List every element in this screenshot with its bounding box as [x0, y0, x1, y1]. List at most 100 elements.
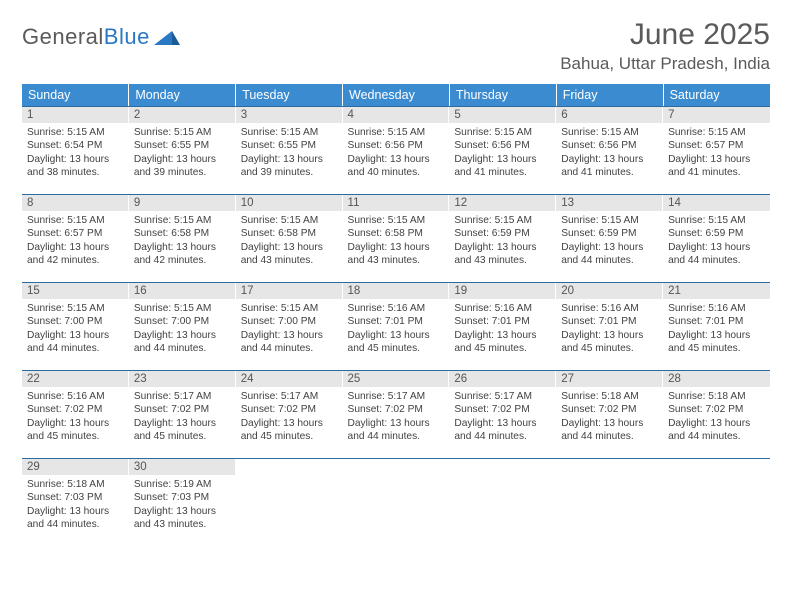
calendar-cell: 7Sunrise: 5:15 AMSunset: 6:57 PMDaylight… [663, 106, 770, 194]
logo-word-a: General [22, 24, 104, 49]
daylight-line: Daylight: 13 hours and 43 minutes. [454, 241, 551, 268]
day-number: 11 [343, 195, 450, 211]
day-number: 19 [449, 283, 556, 299]
day-body: Sunrise: 5:15 AMSunset: 7:00 PMDaylight:… [22, 299, 129, 370]
day-number: 13 [556, 195, 663, 211]
sunrise-line: Sunrise: 5:15 AM [454, 214, 551, 227]
header: GeneralBlue June 2025 Bahua, Uttar Prade… [22, 18, 770, 74]
sunset-line: Sunset: 6:54 PM [27, 139, 124, 152]
sunset-line: Sunset: 7:01 PM [348, 315, 445, 328]
day-body: Sunrise: 5:15 AMSunset: 6:59 PMDaylight:… [449, 211, 556, 282]
sunrise-line: Sunrise: 5:17 AM [348, 390, 445, 403]
calendar-cell: 6Sunrise: 5:15 AMSunset: 6:56 PMDaylight… [556, 106, 663, 194]
day-number: 15 [22, 283, 129, 299]
calendar-cell: 26Sunrise: 5:17 AMSunset: 7:02 PMDayligh… [449, 370, 556, 458]
day-number: 9 [129, 195, 236, 211]
sunrise-line: Sunrise: 5:15 AM [668, 126, 765, 139]
daylight-line: Daylight: 13 hours and 45 minutes. [668, 329, 765, 356]
day-number: 26 [449, 371, 556, 387]
day-cell: 18Sunrise: 5:16 AMSunset: 7:01 PMDayligh… [343, 282, 450, 370]
day-cell: 22Sunrise: 5:16 AMSunset: 7:02 PMDayligh… [22, 370, 129, 458]
day-body: Sunrise: 5:16 AMSunset: 7:01 PMDaylight:… [449, 299, 556, 370]
day-cell: 3Sunrise: 5:15 AMSunset: 6:55 PMDaylight… [236, 106, 343, 194]
daylight-line: Daylight: 13 hours and 45 minutes. [241, 417, 338, 444]
sunset-line: Sunset: 7:02 PM [668, 403, 765, 416]
day-number: 30 [129, 459, 236, 475]
day-cell: 28Sunrise: 5:18 AMSunset: 7:02 PMDayligh… [663, 370, 770, 458]
day-number: 20 [556, 283, 663, 299]
calendar-row: 29Sunrise: 5:18 AMSunset: 7:03 PMDayligh… [22, 458, 770, 546]
daylight-line: Daylight: 13 hours and 42 minutes. [27, 241, 124, 268]
sunset-line: Sunset: 6:58 PM [348, 227, 445, 240]
sunrise-line: Sunrise: 5:16 AM [454, 302, 551, 315]
day-cell: 10Sunrise: 5:15 AMSunset: 6:58 PMDayligh… [236, 194, 343, 282]
daylight-line: Daylight: 13 hours and 45 minutes. [561, 329, 658, 356]
sunrise-line: Sunrise: 5:15 AM [668, 214, 765, 227]
calendar-table: Sunday Monday Tuesday Wednesday Thursday… [22, 84, 770, 546]
sunset-line: Sunset: 6:56 PM [561, 139, 658, 152]
day-number: 2 [129, 107, 236, 123]
day-cell: 20Sunrise: 5:16 AMSunset: 7:01 PMDayligh… [556, 282, 663, 370]
day-cell: 26Sunrise: 5:17 AMSunset: 7:02 PMDayligh… [449, 370, 556, 458]
sunset-line: Sunset: 6:57 PM [27, 227, 124, 240]
calendar-cell-empty [556, 458, 663, 546]
day-cell: 25Sunrise: 5:17 AMSunset: 7:02 PMDayligh… [343, 370, 450, 458]
sunset-line: Sunset: 7:02 PM [134, 403, 231, 416]
sunrise-line: Sunrise: 5:15 AM [27, 302, 124, 315]
sunset-line: Sunset: 7:01 PM [561, 315, 658, 328]
sunrise-line: Sunrise: 5:18 AM [27, 478, 124, 491]
calendar-cell: 28Sunrise: 5:18 AMSunset: 7:02 PMDayligh… [663, 370, 770, 458]
daylight-line: Daylight: 13 hours and 43 minutes. [134, 505, 231, 532]
day-cell: 11Sunrise: 5:15 AMSunset: 6:58 PMDayligh… [343, 194, 450, 282]
sunset-line: Sunset: 7:00 PM [241, 315, 338, 328]
day-number: 4 [343, 107, 450, 123]
sunset-line: Sunset: 7:02 PM [454, 403, 551, 416]
day-cell: 19Sunrise: 5:16 AMSunset: 7:01 PMDayligh… [449, 282, 556, 370]
calendar-row: 15Sunrise: 5:15 AMSunset: 7:00 PMDayligh… [22, 282, 770, 370]
day-body: Sunrise: 5:15 AMSunset: 6:58 PMDaylight:… [343, 211, 450, 282]
day-body: Sunrise: 5:15 AMSunset: 6:59 PMDaylight:… [556, 211, 663, 282]
day-number: 24 [236, 371, 343, 387]
daylight-line: Daylight: 13 hours and 44 minutes. [668, 241, 765, 268]
sunrise-line: Sunrise: 5:15 AM [454, 126, 551, 139]
sunrise-line: Sunrise: 5:17 AM [454, 390, 551, 403]
calendar-cell: 21Sunrise: 5:16 AMSunset: 7:01 PMDayligh… [663, 282, 770, 370]
calendar-cell: 30Sunrise: 5:19 AMSunset: 7:03 PMDayligh… [129, 458, 236, 546]
day-body: Sunrise: 5:18 AMSunset: 7:02 PMDaylight:… [663, 387, 770, 458]
calendar-cell: 10Sunrise: 5:15 AMSunset: 6:58 PMDayligh… [236, 194, 343, 282]
sunset-line: Sunset: 6:59 PM [561, 227, 658, 240]
sunset-line: Sunset: 6:56 PM [454, 139, 551, 152]
day-body: Sunrise: 5:15 AMSunset: 6:57 PMDaylight:… [22, 211, 129, 282]
daylight-line: Daylight: 13 hours and 45 minutes. [348, 329, 445, 356]
day-cell: 24Sunrise: 5:17 AMSunset: 7:02 PMDayligh… [236, 370, 343, 458]
daylight-line: Daylight: 13 hours and 45 minutes. [454, 329, 551, 356]
day-number: 21 [663, 283, 770, 299]
day-cell: 30Sunrise: 5:19 AMSunset: 7:03 PMDayligh… [129, 458, 236, 546]
calendar-row: 8Sunrise: 5:15 AMSunset: 6:57 PMDaylight… [22, 194, 770, 282]
day-body: Sunrise: 5:15 AMSunset: 6:56 PMDaylight:… [556, 123, 663, 194]
sunrise-line: Sunrise: 5:15 AM [27, 126, 124, 139]
sunrise-line: Sunrise: 5:18 AM [668, 390, 765, 403]
sunset-line: Sunset: 7:03 PM [27, 491, 124, 504]
sunset-line: Sunset: 6:58 PM [134, 227, 231, 240]
calendar-cell: 11Sunrise: 5:15 AMSunset: 6:58 PMDayligh… [343, 194, 450, 282]
day-cell: 5Sunrise: 5:15 AMSunset: 6:56 PMDaylight… [449, 106, 556, 194]
sunrise-line: Sunrise: 5:15 AM [348, 126, 445, 139]
day-body: Sunrise: 5:15 AMSunset: 7:00 PMDaylight:… [129, 299, 236, 370]
day-cell: 2Sunrise: 5:15 AMSunset: 6:55 PMDaylight… [129, 106, 236, 194]
sunset-line: Sunset: 7:03 PM [134, 491, 231, 504]
day-cell: 23Sunrise: 5:17 AMSunset: 7:02 PMDayligh… [129, 370, 236, 458]
daylight-line: Daylight: 13 hours and 39 minutes. [134, 153, 231, 180]
calendar-cell: 9Sunrise: 5:15 AMSunset: 6:58 PMDaylight… [129, 194, 236, 282]
day-body: Sunrise: 5:15 AMSunset: 6:55 PMDaylight:… [236, 123, 343, 194]
logo-triangle-icon [154, 27, 180, 47]
daylight-line: Daylight: 13 hours and 41 minutes. [668, 153, 765, 180]
day-cell: 1Sunrise: 5:15 AMSunset: 6:54 PMDaylight… [22, 106, 129, 194]
daylight-line: Daylight: 13 hours and 45 minutes. [134, 417, 231, 444]
logo: GeneralBlue [22, 24, 180, 50]
calendar-cell-empty [663, 458, 770, 546]
day-cell: 17Sunrise: 5:15 AMSunset: 7:00 PMDayligh… [236, 282, 343, 370]
calendar-cell: 8Sunrise: 5:15 AMSunset: 6:57 PMDaylight… [22, 194, 129, 282]
calendar-cell-empty [449, 458, 556, 546]
sunrise-line: Sunrise: 5:16 AM [668, 302, 765, 315]
